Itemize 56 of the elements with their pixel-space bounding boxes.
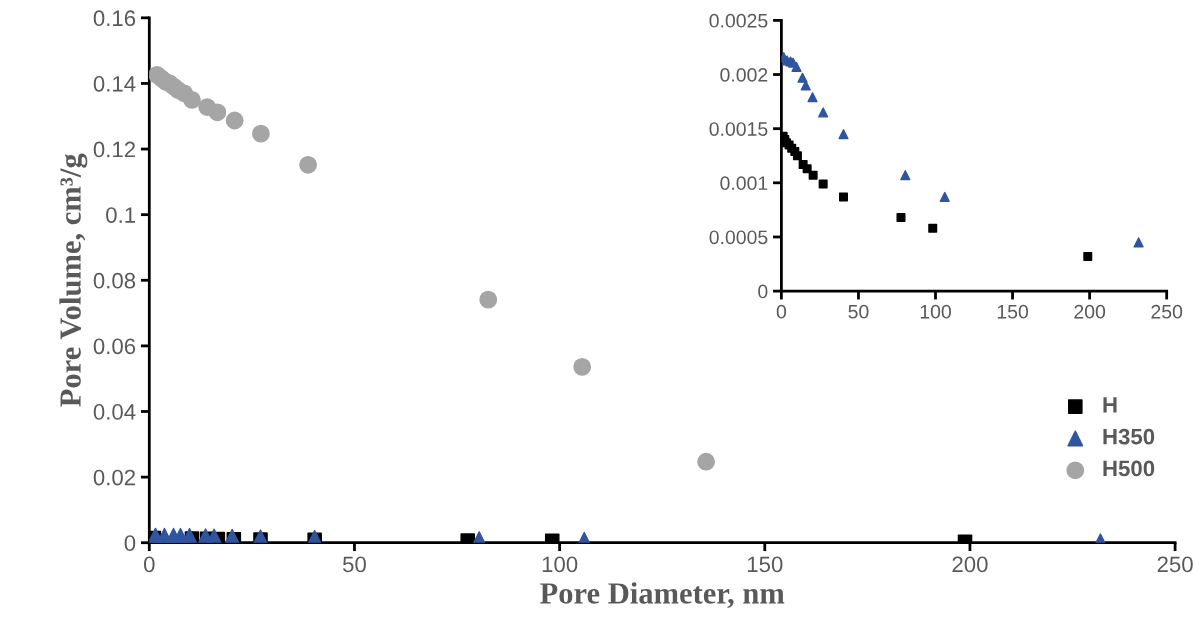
point — [697, 452, 716, 471]
point — [838, 129, 849, 140]
point — [939, 191, 950, 202]
point — [896, 212, 906, 222]
y-tick-label: 0 — [124, 535, 136, 551]
point — [251, 124, 270, 143]
y-tick-label: 0.16 — [93, 10, 136, 27]
y-tick-label: 0.14 — [93, 75, 136, 92]
y-tick-label: 0 — [758, 284, 768, 299]
legend-label: H500 — [1103, 460, 1155, 477]
x-tick-label: 100 — [920, 304, 951, 319]
y-tick-label: 0.08 — [93, 272, 136, 289]
x-tick-label: 0 — [776, 304, 787, 319]
point — [802, 164, 812, 174]
x-tick-label: 150 — [997, 304, 1029, 319]
point — [225, 111, 244, 130]
y-tick-label: 0.02 — [93, 469, 135, 486]
point — [839, 192, 849, 202]
x-tick-label: 250 — [1157, 556, 1193, 573]
point — [208, 103, 227, 122]
y-tick-label: 0.12 — [93, 141, 135, 158]
legend-label: H350 — [1103, 428, 1155, 445]
y-tick-label: 0.001 — [720, 176, 768, 191]
x-tick-label: 0 — [143, 556, 155, 573]
point — [1133, 237, 1144, 248]
point — [818, 107, 829, 118]
point — [573, 357, 592, 376]
legend-label: H — [1103, 397, 1117, 413]
point — [818, 179, 828, 189]
point — [928, 223, 938, 233]
y-tick-label: 0.002 — [720, 68, 768, 82]
y-tick-label: 0.0025 — [709, 13, 768, 28]
x-tick-label: 200 — [952, 556, 988, 573]
x-tick-label: 100 — [542, 556, 578, 573]
y-tick-label: 0.06 — [93, 338, 136, 355]
point — [1083, 251, 1093, 261]
x-tick-label: 150 — [747, 556, 783, 573]
x-tick-label: 250 — [1151, 304, 1183, 319]
point — [808, 170, 818, 180]
x-axis-title: Pore Diameter, nm — [540, 582, 785, 609]
point — [792, 151, 802, 161]
y-tick-label: 0.0005 — [709, 230, 768, 245]
point — [900, 170, 911, 181]
point — [479, 290, 498, 309]
point — [797, 72, 808, 83]
point — [791, 61, 802, 73]
point — [807, 92, 818, 103]
y-tick-label: 0.1 — [106, 207, 136, 223]
y-tick-label: 0.04 — [93, 404, 136, 420]
x-tick-label: 50 — [848, 304, 869, 319]
x-tick-label: 50 — [342, 556, 366, 573]
y-tick-label: 0.0015 — [709, 122, 768, 136]
y-axis-title: Pore Volume, cm³/g — [59, 153, 88, 407]
x-tick-label: 200 — [1074, 304, 1106, 319]
point — [183, 90, 201, 109]
point — [299, 155, 318, 174]
